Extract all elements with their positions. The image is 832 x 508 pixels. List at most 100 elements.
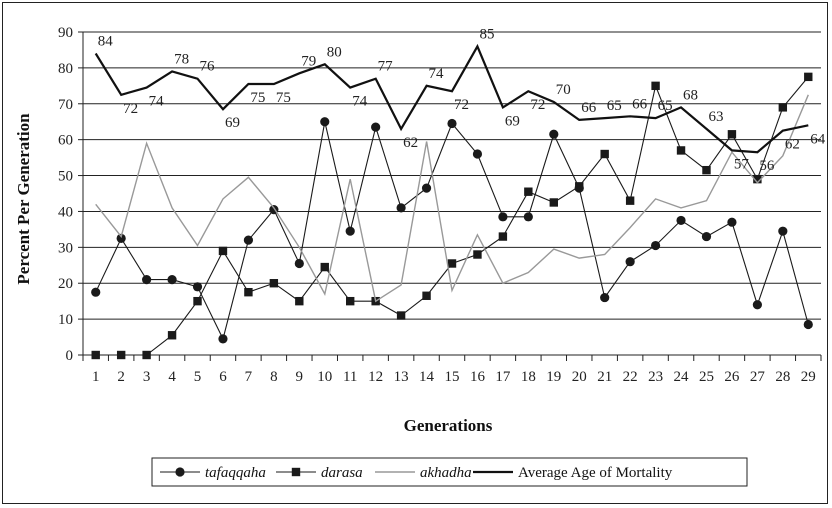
point-darasa — [167, 331, 177, 340]
point-tafaqqaha — [218, 334, 228, 344]
point-tafaqqaha — [345, 226, 355, 236]
point-darasa — [753, 174, 762, 184]
x-tick-label: 24 — [674, 369, 690, 385]
x-tick-label: 25 — [699, 369, 714, 385]
point-darasa — [193, 296, 202, 306]
x-tick-label: 21 — [597, 369, 612, 385]
legend-label: tafaqqaha — [205, 465, 266, 481]
point-darasa — [549, 198, 558, 207]
data-label-avg: 56 — [759, 158, 775, 174]
point-darasa — [244, 287, 253, 297]
x-tick-label: 16 — [470, 369, 486, 385]
point-tafaqqaha — [600, 292, 610, 303]
point-darasa — [346, 296, 355, 306]
data-label-avg: 62 — [785, 137, 800, 153]
x-tick-label: 20 — [572, 369, 587, 385]
point-darasa — [702, 165, 711, 175]
point-darasa — [142, 350, 151, 360]
point-darasa — [447, 259, 457, 268]
point-darasa — [295, 296, 304, 306]
legend-label: Average Age of Mortality — [518, 465, 673, 481]
x-tick-label: 13 — [394, 369, 409, 385]
data-label-avg: 79 — [301, 53, 316, 69]
data-label-avg: 75 — [250, 90, 265, 106]
point-tafaqqaha — [447, 118, 457, 129]
x-tick-label: 11 — [343, 369, 357, 385]
point-tafaqqaha — [243, 235, 254, 245]
x-tick-label: 19 — [546, 369, 561, 385]
x-tick-label: 26 — [724, 369, 740, 385]
x-tick-label: 8 — [270, 369, 278, 385]
x-tick-label: 4 — [168, 369, 176, 385]
x-tick-label: 6 — [219, 369, 227, 385]
point-darasa — [778, 103, 788, 112]
point-tafaqqaha — [625, 257, 635, 267]
point-tafaqqaha — [676, 215, 686, 226]
series-line-tafaqqaha — [95, 121, 809, 341]
x-tick-label: 3 — [143, 369, 151, 385]
data-label-avg: 57 — [734, 156, 750, 172]
point-tafaqqaha — [167, 275, 177, 285]
point-darasa — [600, 149, 609, 159]
point-tafaqqaha — [803, 319, 813, 330]
point-tafaqqaha — [116, 233, 126, 243]
point-darasa — [727, 130, 737, 139]
data-label-avg: 66 — [581, 100, 597, 116]
data-label-avg: 65 — [658, 98, 673, 114]
point-darasa — [575, 182, 584, 191]
y-tick-label: 30 — [58, 240, 73, 256]
legend-box — [151, 457, 748, 487]
y-tick-label: 90 — [58, 25, 73, 41]
x-tick-label: 10 — [317, 369, 332, 385]
legend-label: darasa — [321, 465, 363, 481]
y-tick-label: 60 — [58, 133, 73, 149]
data-label-avg: 77 — [378, 59, 394, 75]
point-tafaqqaha — [320, 117, 330, 127]
point-tafaqqaha — [421, 183, 432, 193]
point-darasa — [804, 72, 813, 82]
point-tafaqqaha — [727, 217, 737, 227]
y-tick-label: 0 — [66, 348, 74, 364]
data-label-avg: 62 — [403, 135, 418, 151]
point-darasa — [473, 250, 482, 259]
point-tafaqqaha — [294, 258, 304, 269]
data-label-avg: 72 — [454, 97, 469, 113]
legend-marker — [291, 467, 301, 477]
series-line-akhadha — [95, 94, 809, 303]
x-tick-label: 22 — [623, 369, 638, 385]
point-darasa — [116, 350, 126, 360]
data-label-avg: 70 — [556, 82, 571, 98]
point-tafaqqaha — [778, 226, 788, 236]
data-label-avg: 84 — [98, 34, 114, 50]
point-darasa — [91, 350, 100, 360]
legend-marker — [175, 467, 185, 477]
data-label-avg: 63 — [708, 109, 723, 125]
data-label-avg: 74 — [429, 66, 445, 82]
point-darasa — [422, 291, 431, 300]
point-darasa — [524, 187, 533, 196]
x-tick-label: 17 — [495, 369, 511, 385]
data-label-avg: 68 — [683, 87, 698, 103]
data-label-avg: 85 — [479, 26, 494, 42]
data-label-avg: 76 — [200, 59, 216, 75]
point-tafaqqaha — [192, 282, 203, 292]
y-tick-label: 10 — [58, 312, 73, 328]
point-tafaqqaha — [650, 240, 661, 251]
point-tafaqqaha — [701, 231, 712, 242]
point-darasa — [625, 196, 635, 205]
x-tick-label: 29 — [801, 369, 816, 385]
data-label-avg: 69 — [505, 113, 520, 129]
point-tafaqqaha — [752, 300, 762, 310]
point-darasa — [320, 262, 329, 272]
y-tick-label: 50 — [58, 169, 73, 185]
data-label-avg: 78 — [174, 51, 189, 67]
point-tafaqqaha — [472, 149, 483, 159]
x-axis-title: Generations — [404, 416, 493, 435]
point-darasa — [498, 232, 508, 241]
data-label-avg: 74 — [352, 94, 368, 110]
x-tick-label: 28 — [775, 369, 790, 385]
point-darasa — [218, 246, 228, 256]
y-tick-label: 70 — [58, 97, 73, 113]
